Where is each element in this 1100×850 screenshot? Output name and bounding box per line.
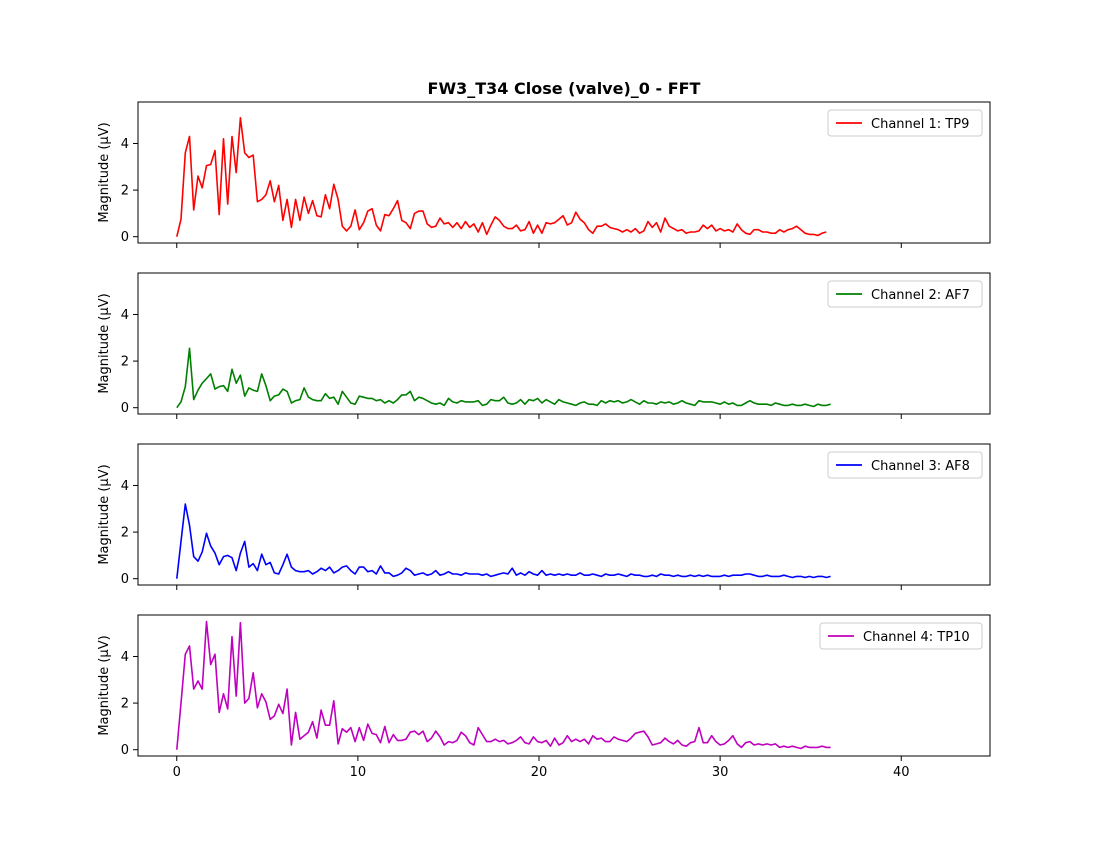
x-tick-label: 0 [173, 765, 181, 780]
y-tick-label: 2 [121, 697, 129, 712]
y-tick-label: 0 [121, 230, 129, 245]
panel-1: 0 2 4 Magnitude (μV) Channel 1: TP9 [97, 101, 991, 248]
y-tick-label: 4 [121, 137, 129, 152]
legend-box [827, 451, 983, 479]
legend-label: Channel 4: TP10 [863, 630, 970, 645]
legend-label: Channel 2: AF7 [871, 288, 970, 303]
y-tick-label: 0 [121, 743, 129, 758]
y-tick-label: 0 [121, 572, 129, 587]
y-axis-label: Magnitude (μV) [97, 293, 112, 393]
x-tick-label: 20 [531, 765, 548, 780]
panel-2: 0 2 4 Magnitude (μV) Channel 2: AF7 [97, 272, 991, 419]
axes-frame [137, 101, 991, 244]
series-line-channel-4 [176, 620, 831, 750]
legend: Channel 4: TP10 [819, 622, 983, 650]
axes-frame [137, 614, 991, 757]
y-tick-label: 0 [121, 401, 129, 416]
axes-frame [137, 272, 991, 415]
x-tick-label: 30 [712, 765, 729, 780]
legend-label: Channel 3: AF8 [871, 459, 970, 474]
legend: Channel 1: TP9 [827, 109, 983, 137]
y-tick-label: 4 [121, 308, 129, 323]
panels: 0 2 4 Magnitude (μV) Channel 1: TP9 0 2 4 Magnit… [97, 101, 991, 780]
legend-label: Channel 1: TP9 [871, 117, 969, 132]
legend-box [827, 280, 983, 308]
x-tick-label: 40 [893, 765, 910, 780]
y-axis-label: Magnitude (μV) [97, 464, 112, 564]
legend: Channel 3: AF8 [827, 451, 983, 479]
y-tick-label: 4 [121, 479, 129, 494]
series-line-channel-1 [176, 117, 827, 237]
y-tick-label: 2 [121, 355, 129, 370]
series-line-channel-2 [176, 347, 831, 409]
x-tick-label: 10 [350, 765, 367, 780]
legend-box [819, 622, 983, 650]
y-tick-label: 2 [121, 184, 129, 199]
y-tick-label: 2 [121, 526, 129, 541]
panel-3: 0 2 4 Magnitude (μV) Channel 3: AF8 [97, 443, 991, 590]
series-line-channel-3 [176, 503, 831, 579]
y-axis-label: Magnitude (μV) [97, 635, 112, 735]
legend: Channel 2: AF7 [827, 280, 983, 308]
legend-box [827, 109, 983, 137]
axes-frame [137, 443, 991, 586]
y-axis-label: Magnitude (μV) [97, 122, 112, 222]
chart-title: FW3_T34 Close (valve)_0 - FFT [428, 79, 701, 98]
y-tick-label: 4 [121, 650, 129, 665]
